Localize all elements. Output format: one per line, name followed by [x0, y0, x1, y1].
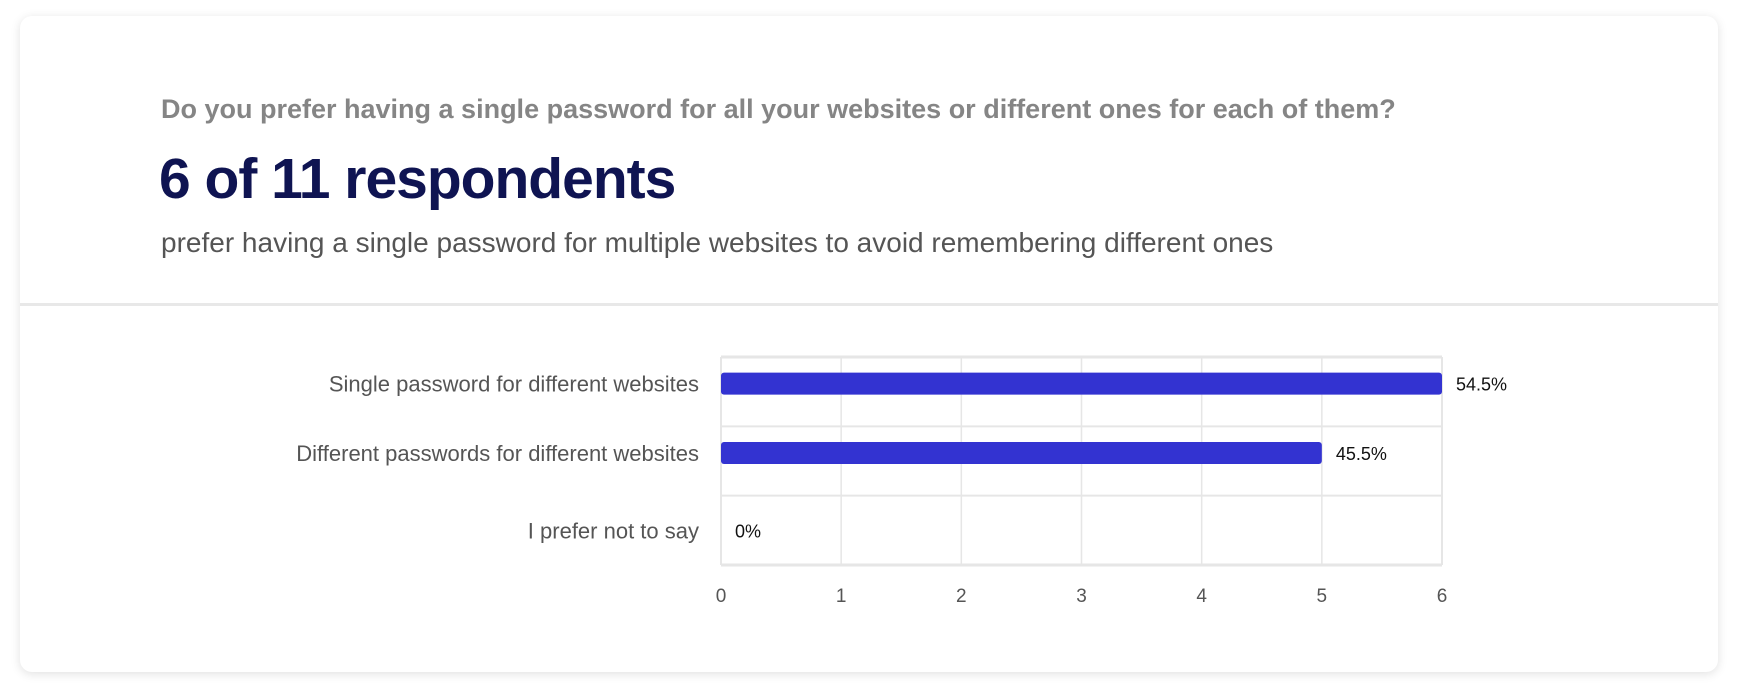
- x-tick-label: 5: [1317, 586, 1328, 607]
- x-tick-label: 3: [1076, 586, 1087, 607]
- data-label: 45.5%: [1336, 444, 1387, 464]
- headline-subtitle: prefer having a single password for mult…: [161, 227, 1274, 258]
- bar: [721, 372, 1442, 395]
- x-tick-label: 6: [1437, 586, 1448, 607]
- x-tick-label: 4: [1196, 586, 1207, 607]
- x-tick-label: 2: [956, 586, 967, 607]
- headline-stat: 6 of 11 respondents: [159, 147, 676, 211]
- data-label: 54.5%: [1456, 375, 1507, 395]
- category-label: Single password for different websites: [329, 372, 699, 397]
- category-label: I prefer not to say: [528, 518, 699, 543]
- category-label: Different passwords for different websit…: [296, 441, 699, 466]
- divider: [20, 303, 1718, 306]
- data-label: 0%: [735, 521, 761, 541]
- survey-result-card: Do you prefer having a single password f…: [20, 16, 1718, 672]
- x-tick-label: 1: [836, 586, 847, 607]
- x-tick-label: 0: [716, 586, 727, 607]
- question-text: Do you prefer having a single password f…: [161, 94, 1396, 124]
- bar: [721, 442, 1322, 464]
